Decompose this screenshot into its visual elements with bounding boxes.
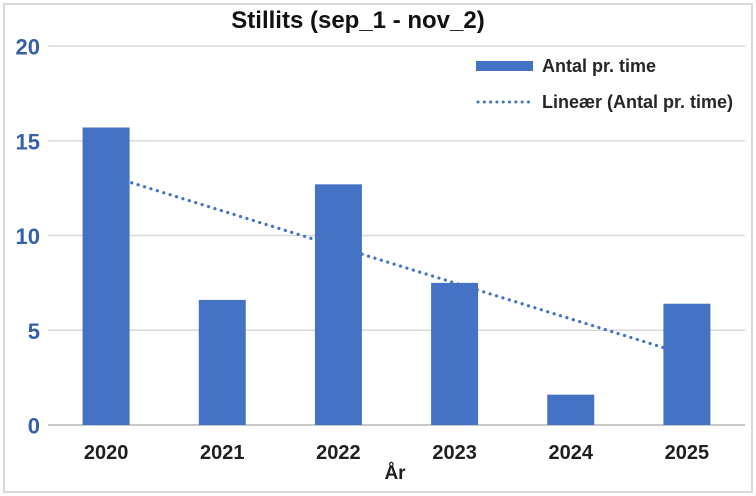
bar-2021 [198, 299, 246, 425]
bar-2024 [547, 394, 595, 425]
x-category-label: 2023 [432, 442, 477, 464]
bar-2025 [663, 303, 711, 425]
legend: Antal pr. time Lineær (Antal pr. time) [476, 54, 733, 126]
legend-item-trendline: Lineær (Antal pr. time) [476, 90, 733, 114]
x-category-label: 2020 [84, 442, 129, 464]
x-axis-title: År [384, 463, 406, 484]
bar-2023 [431, 282, 479, 425]
y-tick-label: 5 [28, 319, 40, 344]
x-category-label: 2022 [316, 442, 361, 464]
y-tick-label: 15 [16, 129, 40, 154]
x-category-label: 2025 [665, 442, 710, 464]
y-tick-label: 20 [16, 35, 40, 60]
x-category-label: 2024 [549, 442, 594, 464]
legend-item-bar-series: Antal pr. time [476, 54, 733, 78]
legend-label-trendline: Lineær (Antal pr. time) [542, 91, 734, 112]
x-category-label: 2021 [200, 442, 245, 464]
chart-title: Stillits (sep_1 - nov_2) [231, 7, 485, 34]
bar-series-swatch-icon [476, 61, 533, 71]
trendline-swatch-icon [476, 100, 533, 104]
legend-label-bar-series: Antal pr. time [542, 55, 657, 76]
y-tick-label: 0 [28, 414, 40, 439]
y-tick-label: 10 [16, 224, 40, 249]
bar-2020 [82, 127, 130, 426]
bar-2022 [314, 184, 362, 425]
trendline [104, 173, 689, 357]
